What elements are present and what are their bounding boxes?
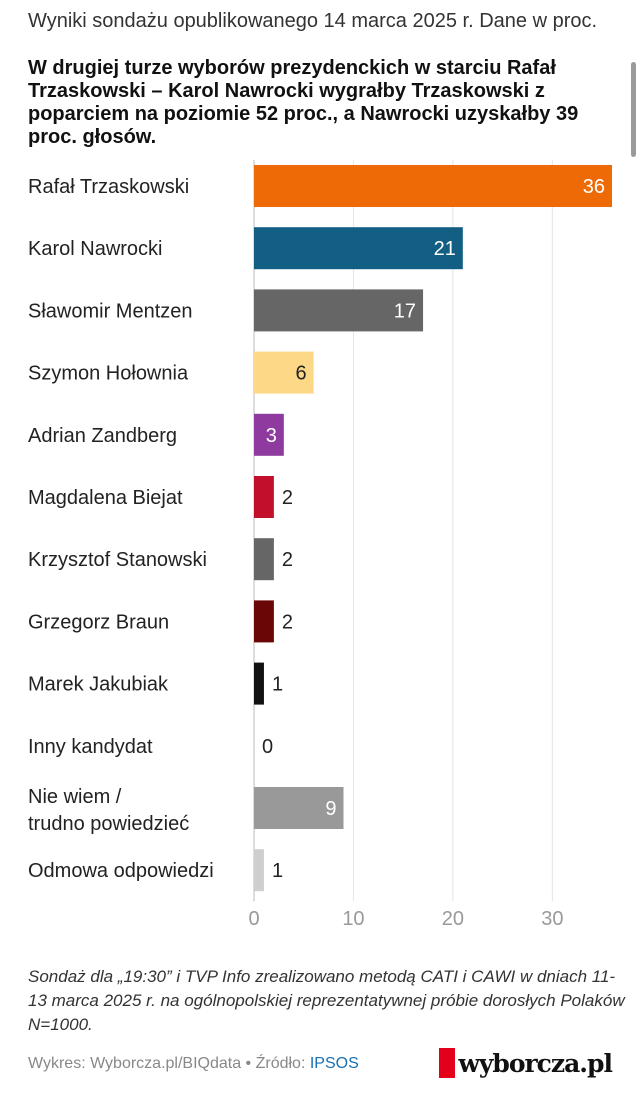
value-label-8: 1 — [272, 674, 283, 696]
bar-8 — [254, 662, 264, 705]
x-tick-label-0: 0 — [248, 908, 259, 930]
value-label-7: 2 — [282, 611, 293, 633]
category-label-3: Szymon Hołownia — [28, 363, 189, 385]
value-label-10: 9 — [325, 798, 336, 820]
x-tick-label-10: 10 — [342, 908, 364, 930]
footer-credit: Wykres: Wyborcza.pl/BIQdata • Źródło: IP… — [28, 1055, 359, 1073]
category-label-8: Marek Jakubiak — [28, 674, 169, 696]
value-label-3: 6 — [296, 363, 307, 385]
category-label-1: Karol Nawrocki — [28, 238, 162, 260]
logo-wordmark: wyborcza.pl — [458, 1048, 613, 1078]
wyborcza-logo[interactable]: wyborcza.pl — [439, 1046, 613, 1080]
category-label-0: Rafał Trzaskowski — [28, 176, 189, 198]
logo-red-mark — [439, 1048, 456, 1078]
credit-text: Wykres: Wyborcza.pl/BIQdata • Źródło: — [28, 1055, 310, 1072]
bar-11 — [254, 849, 264, 892]
bar-6 — [254, 538, 274, 581]
scrollbar[interactable] — [631, 62, 636, 157]
bar-4 — [254, 413, 284, 456]
category-label-9: Inny kandydat — [28, 736, 153, 758]
chart-subtitle: Wyniki sondażu opublikowanego 14 marca 2… — [28, 10, 598, 32]
category-label-5: Magdalena Biejat — [28, 487, 183, 509]
bar-1 — [254, 227, 463, 270]
category-label-10: Nie wiem / trudno powiedzieć — [28, 786, 189, 835]
value-label-2: 17 — [394, 300, 416, 322]
bar-3 — [254, 351, 314, 394]
value-label-9: 0 — [262, 736, 273, 758]
category-label-7: Grzegorz Braun — [28, 611, 169, 633]
chart-title: W drugiej turze wyborów prezydenckich w … — [28, 57, 579, 148]
category-label-11: Odmowa odpowiedzi — [28, 860, 214, 882]
value-label-6: 2 — [282, 549, 293, 571]
x-tick-label-30: 30 — [541, 908, 563, 930]
value-label-0: 36 — [583, 176, 605, 198]
value-label-11: 1 — [272, 860, 283, 882]
value-label-4: 3 — [266, 425, 277, 447]
value-label-5: 2 — [282, 487, 293, 509]
value-label-1: 21 — [434, 238, 456, 260]
source-link[interactable]: IPSOS — [309, 1055, 359, 1072]
bar-0 — [254, 165, 612, 207]
bar-5 — [254, 476, 274, 518]
bar-10 — [254, 787, 344, 829]
bar-7 — [254, 600, 274, 643]
category-label-4: Adrian Zandberg — [28, 425, 177, 447]
bar-2 — [254, 289, 424, 332]
methodology-note: Sondaż dla „19:30” i TVP Info zrealizowa… — [28, 967, 625, 1034]
category-label-6: Krzysztof Stanowski — [28, 549, 207, 571]
x-tick-label-20: 20 — [442, 908, 464, 930]
category-label-2: Sławomir Mentzen — [28, 300, 193, 322]
